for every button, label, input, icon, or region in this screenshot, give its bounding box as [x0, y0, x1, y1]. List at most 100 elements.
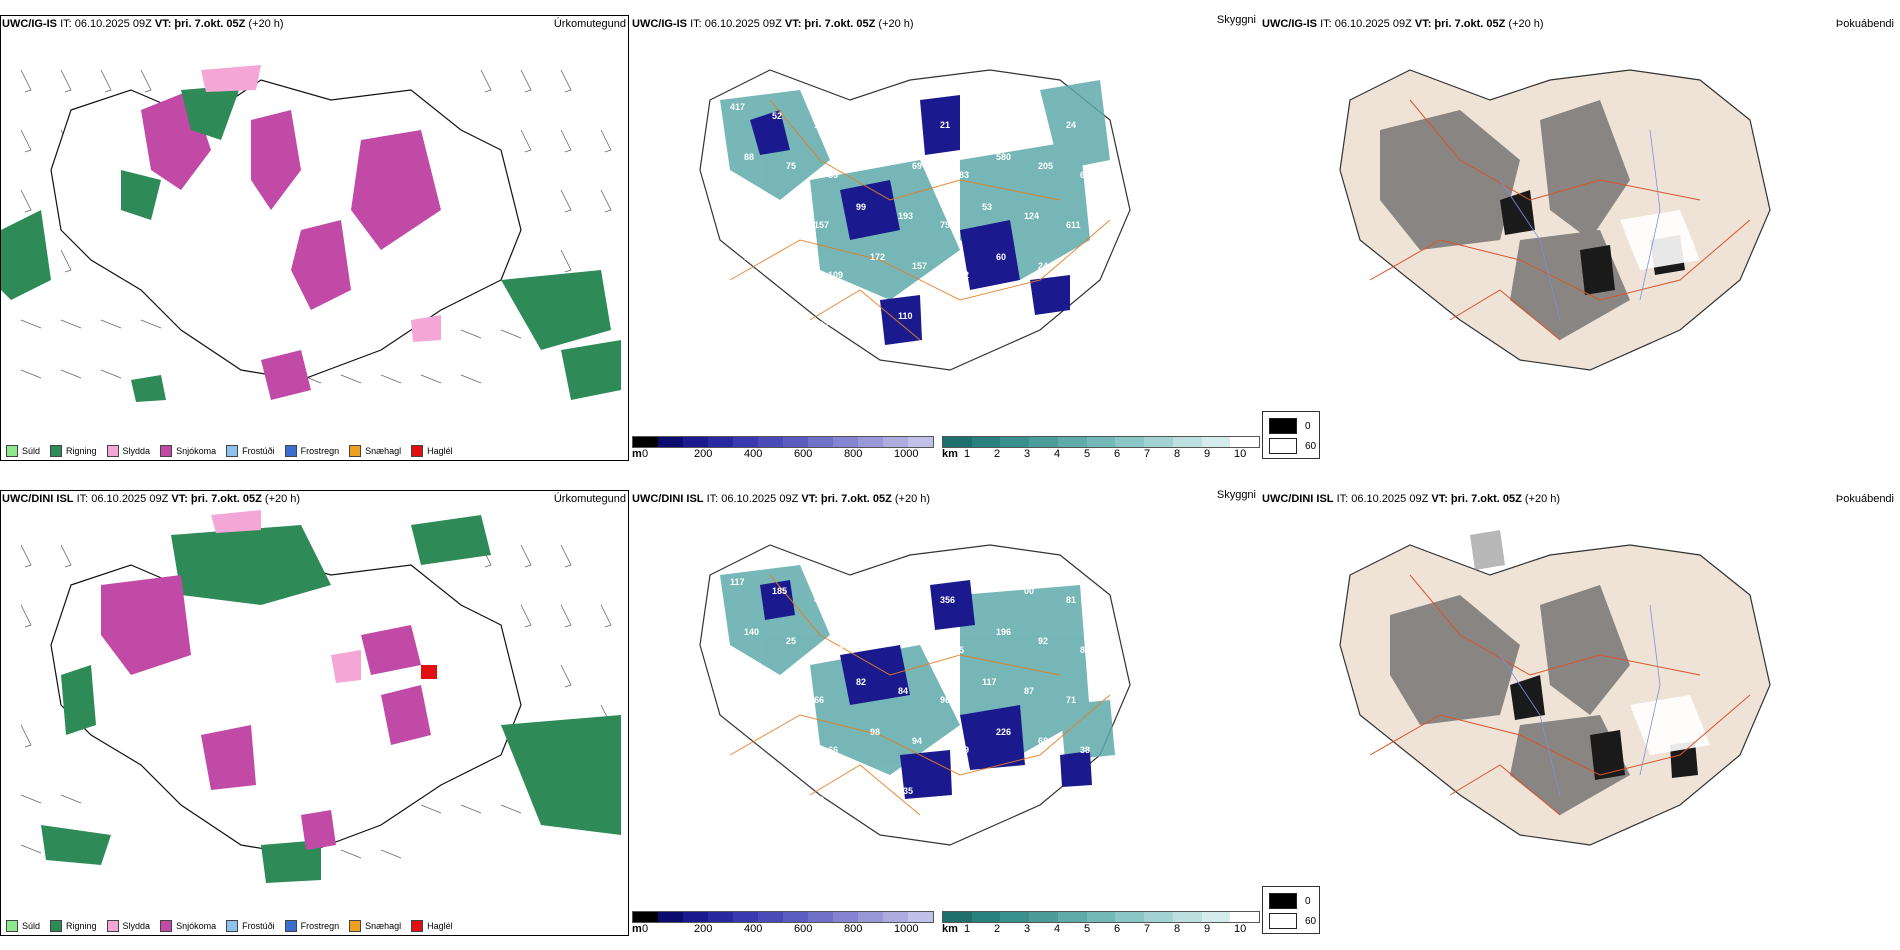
panel-header: UWC/IG-IS IT: 06.10.2025 09Z VT: þri. 7.… — [2, 18, 284, 30]
cloud-base-labels: 117 185 459 228 245 356 73 00 81 140 25 233 110 62 55 1… — [730, 577, 1090, 805]
precip-title: Úrkomutegund — [553, 493, 626, 505]
tick-label: 6 — [1114, 448, 1121, 460]
tick-label: 5 — [1084, 448, 1091, 460]
colorbar-bin — [1115, 437, 1145, 447]
legend-swatch — [284, 920, 297, 932]
init-time: IT: 06.10.2025 09Z — [1336, 493, 1429, 505]
cloud-base-value: 156 — [856, 777, 871, 787]
fog-legend-label: 0 — [1305, 895, 1311, 907]
cloud-base-value: 226 — [996, 727, 1011, 737]
fog-swatch — [1269, 893, 1297, 909]
cloud-base-value: 92 — [1038, 636, 1048, 646]
legend-swatch — [6, 920, 18, 932]
legend-item: Frostúði — [226, 920, 275, 932]
cloud-base-value: 82 — [1080, 645, 1090, 655]
colorbar-bin — [658, 912, 683, 922]
model-prefix: UWC/DINI ISL — [2, 493, 74, 505]
cloud-base-value: 39 — [814, 795, 824, 805]
map-frame — [0, 490, 629, 936]
lead-time: (+20 h) — [248, 18, 284, 30]
colorbar-bin — [733, 912, 758, 922]
visibility-unit: km — [942, 923, 958, 935]
legend-label: Snjókoma — [176, 921, 217, 931]
legend-label: Slydda — [122, 921, 151, 931]
colorbar-bin — [943, 437, 972, 447]
colorbar-bin — [708, 437, 733, 447]
tick-label: 1 — [964, 923, 971, 935]
legend-item: Frostregn — [284, 920, 339, 932]
cloud-base-value: 216 — [1024, 111, 1039, 121]
cloud-base-value: 611 — [1066, 220, 1081, 230]
legend-swatch — [226, 445, 239, 457]
cloud-base-value: 66 — [828, 745, 838, 755]
colorbar-bin — [908, 912, 933, 922]
forecast-row-igis: UWC/IG-IS IT: 06.10.2025 09Z VT: þri. 7.… — [0, 14, 1894, 461]
legend-item: Slydda — [106, 920, 151, 932]
cloud-base-value: 65 — [870, 152, 880, 162]
legend-swatch — [50, 445, 63, 457]
colorbar-bin — [783, 912, 808, 922]
cloud-base-value: 88 — [744, 152, 754, 162]
colorbar-bin — [908, 437, 933, 447]
lead-time: (+20 h) — [264, 493, 301, 505]
legend-item: Frostúði — [226, 445, 275, 457]
legend-label: Súld — [22, 446, 41, 456]
cloud-base-value: 205 — [1038, 161, 1053, 171]
legend-swatch — [106, 445, 119, 457]
cloud-base-value: 48 — [1024, 311, 1034, 321]
colorbar-bin — [833, 437, 858, 447]
cloud-base-value: 185 — [772, 586, 787, 596]
cloud-base-value: 124 — [1024, 211, 1039, 221]
tick-label: 400 — [744, 923, 763, 935]
panel-header: UWC/IG-IS IT: 06.10.2025 09Z VT: þri. 7.… — [632, 18, 914, 30]
legend-swatch — [411, 920, 424, 932]
cloud-base-value: 87 — [1024, 686, 1034, 696]
tick-label: 600 — [794, 923, 813, 935]
colorbar-bin — [1144, 912, 1173, 922]
tick-label: 800 — [844, 448, 863, 460]
tick-label: 1000 — [894, 448, 919, 460]
init-time: IT: 06.10.2025 09Z — [1320, 18, 1412, 30]
cloud-base-value: 96 — [1080, 270, 1090, 280]
colorbar-bin — [808, 437, 833, 447]
colorbar-bin — [1029, 912, 1058, 922]
valid-label: VT: — [801, 493, 818, 505]
legend-label: Frostregn — [300, 446, 340, 456]
cloud-base-value: 155 — [940, 795, 955, 805]
colorbar-bin — [1144, 437, 1173, 447]
cloud-base-value: 84 — [898, 686, 908, 696]
cloud-base-value: 417 — [730, 102, 745, 112]
tick-label: 3 — [1024, 448, 1031, 460]
cloud-base-labels: 417 52 185 55 25 21 223 216 24 88 75 85 65 69 183 580 20… — [730, 102, 1090, 330]
tick-label: 7 — [1144, 923, 1151, 935]
cloud-base-value: 157 — [730, 302, 745, 312]
tick-label: 400 — [744, 448, 763, 460]
init-time: IT: 06.10.2025 09Z — [690, 18, 782, 30]
colorbar-bin — [1029, 437, 1058, 447]
cloud-base-value: 140 — [744, 627, 759, 637]
panel-header: UWC/DINI ISL IT: 06.10.2025 09Z VT: þri.… — [632, 493, 930, 505]
legend-label: Snæhagl — [365, 446, 402, 456]
visibility-colorbar — [942, 436, 1260, 448]
colorbar-bin — [1201, 912, 1231, 922]
fog-legend-item: 60 — [1269, 913, 1316, 929]
cloud-base-value: 55 — [856, 102, 866, 112]
cloud-title: Skyggni — [1216, 14, 1256, 26]
valid-label: VT: — [1414, 18, 1432, 30]
valid-time: þri. 7.okt. 05Z — [1450, 493, 1522, 505]
fog-legend-item: 60 — [1269, 438, 1316, 454]
model-prefix: UWC/IG-IS — [632, 18, 687, 30]
colorbar-bin — [683, 912, 708, 922]
precip-map — [20, 510, 621, 883]
colorbar-bin — [758, 912, 783, 922]
model-prefix: UWC/DINI ISL — [1262, 493, 1334, 505]
legend-label: Súld — [22, 921, 41, 931]
cloud-base-value: 133 — [772, 211, 787, 221]
cloud-base-value: 37 — [856, 302, 866, 312]
colorbar-bin — [971, 912, 1001, 922]
cloud-base-value: 82 — [856, 677, 866, 687]
cloud-base-value: 110 — [870, 627, 885, 637]
cloud-base-value: 94 — [912, 736, 922, 746]
cloud-base-value: 196 — [996, 627, 1011, 637]
fog-legend-label: 60 — [1305, 440, 1317, 452]
